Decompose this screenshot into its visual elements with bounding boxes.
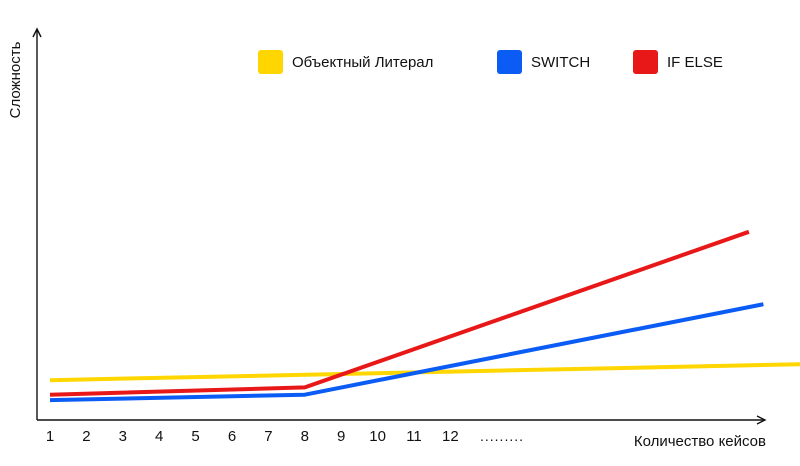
x-tick-label: 3: [119, 428, 127, 445]
x-tick-label: 12: [442, 428, 459, 445]
y-axis-arrow: [32, 27, 42, 38]
x-tick-label: 4: [155, 428, 163, 445]
x-axis-title: Количество кейсов: [634, 433, 766, 450]
legend-swatch: [633, 50, 658, 74]
legend-label: Объектный Литерал: [292, 54, 433, 71]
x-tick-label: 9: [337, 428, 345, 445]
series-lines: [49, 229, 800, 403]
legend-swatch: [497, 50, 522, 74]
legend-item: SWITCH: [497, 50, 590, 74]
x-axis-arrow: [756, 415, 767, 425]
legend-swatch: [258, 50, 283, 74]
legend-label: IF ELSE: [667, 54, 723, 71]
x-tick-label: 11: [406, 428, 422, 445]
x-tick-label: 1: [46, 428, 54, 445]
series-line: [49, 302, 764, 403]
x-tick-labels: 1 2 3 4 5 6 7 8 9 10 11 12: [46, 428, 459, 445]
x-tick-label: 6: [228, 428, 236, 445]
x-tick-label: 2: [82, 428, 90, 445]
y-axis-title: Сложность: [7, 41, 24, 118]
legend-item: Объектный Литерал: [258, 50, 433, 74]
legend: Объектный Литерал SWITCH IF ELSE: [258, 50, 723, 74]
x-tick-label: 7: [264, 428, 272, 445]
x-tick-label: 8: [301, 428, 309, 445]
x-tick-label: 10: [369, 428, 386, 445]
x-axis-ellipsis: .........: [480, 428, 524, 444]
x-tick-label: 5: [191, 428, 199, 445]
legend-label: SWITCH: [531, 54, 590, 71]
legend-item: IF ELSE: [633, 50, 723, 74]
series-line: [49, 362, 800, 383]
series-line: [49, 229, 750, 397]
